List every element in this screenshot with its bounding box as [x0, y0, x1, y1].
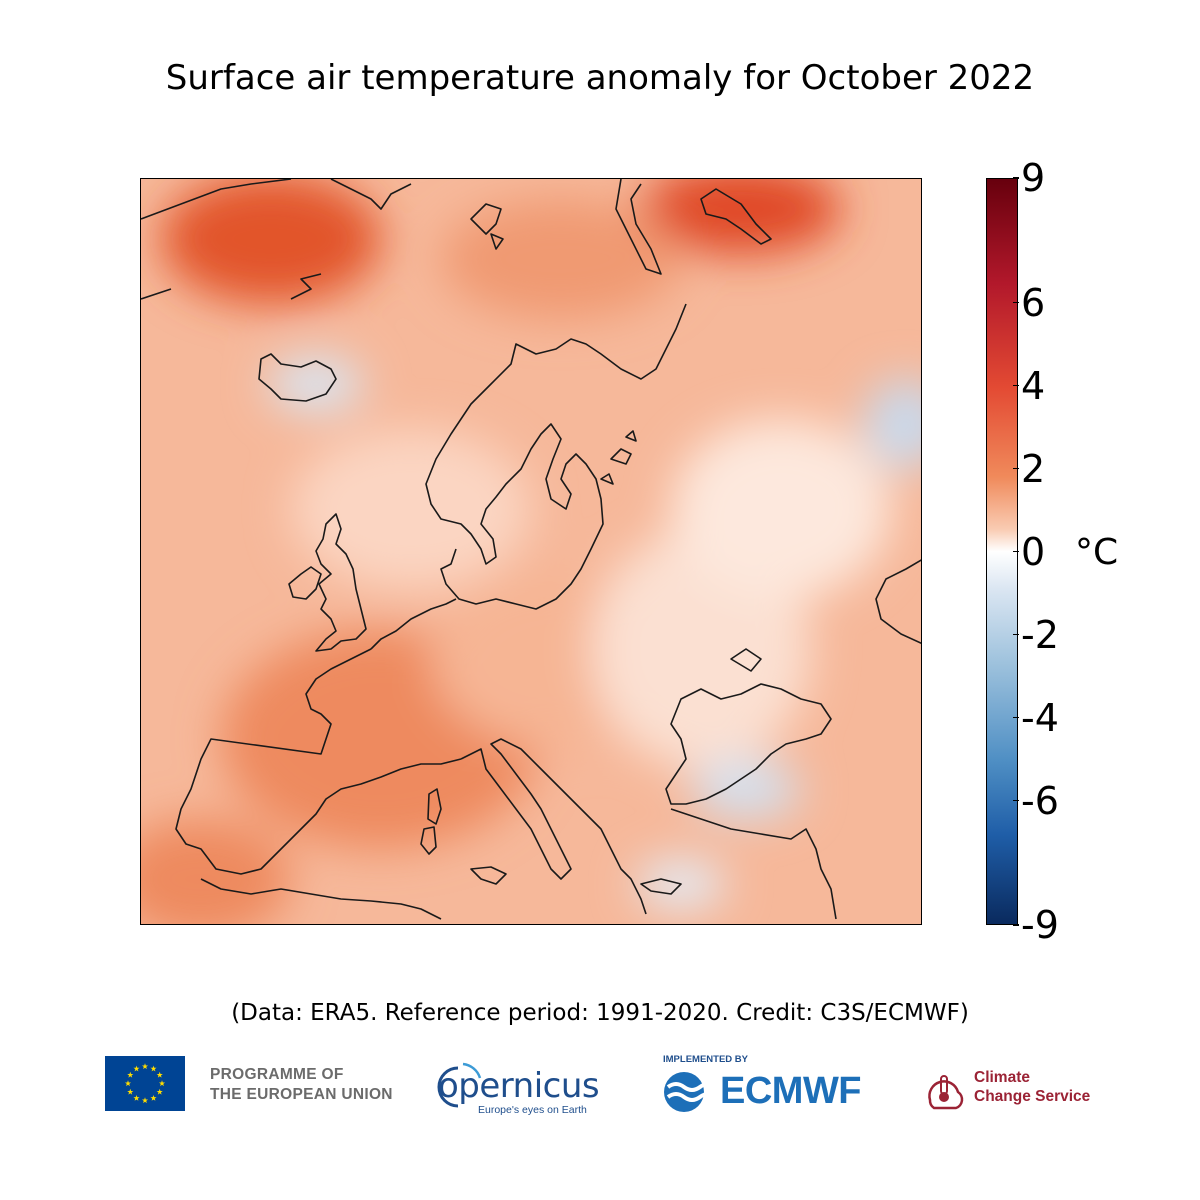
programme-of-eu-text: PROGRAMME OF THE EUROPEAN UNION — [210, 1065, 393, 1105]
colorbar-tick-mark — [1013, 177, 1019, 179]
colorbar-tick-mark — [1013, 384, 1019, 387]
colorbar-tick-mark — [1013, 924, 1019, 926]
colorbar-tick-label: -9 — [1021, 903, 1059, 947]
eu-star-icon — [141, 1097, 149, 1104]
warm-anomaly-iberia-africa — [141, 819, 291, 924]
credit-text: (Data: ERA5. Reference period: 1991-2020… — [231, 1000, 969, 1026]
programme-line-1: PROGRAMME OF — [210, 1066, 344, 1083]
copernicus-swirl-icon — [437, 1062, 482, 1108]
colorbar-tick-label: -2 — [1021, 612, 1059, 657]
implemented-by-label: IMPLEMENTED BY — [663, 1054, 748, 1065]
eu-flag-stars — [124, 1063, 166, 1104]
colorbar-tick-label: 9 — [1021, 156, 1046, 200]
eu-star-icon — [158, 1080, 166, 1087]
eu-star-icon — [150, 1095, 157, 1101]
coastline-black-sea — [665, 683, 832, 805]
anomaly-map-svg — [141, 179, 921, 924]
eu-star-icon — [150, 1065, 157, 1072]
thermometer-cloud-icon — [928, 1075, 964, 1110]
colorbar-tick-label: 6 — [1021, 280, 1046, 325]
coastline-greenland — [141, 179, 412, 300]
colorbar-tick-mark — [1013, 550, 1019, 553]
warm-anomaly-greenland — [161, 179, 381, 304]
warm-anomaly-arctic — [441, 199, 681, 319]
colorbar — [986, 178, 1018, 925]
coastline-iceland — [258, 353, 337, 402]
ecmwf-logo: ECMWF — [662, 1070, 882, 1114]
coastline-sicily — [470, 866, 507, 885]
coastline-caspian-sea — [875, 559, 921, 644]
eu-star-icon — [156, 1071, 163, 1078]
weak-anomaly-norwegian-sea — [291, 429, 531, 589]
cool-anomaly-iceland — [268, 356, 364, 412]
colorbar-unit-label: °C — [1075, 532, 1119, 573]
programme-line-2: THE EUROPEAN UNION — [210, 1086, 393, 1103]
ecmwf-wordmark: ECMWF — [720, 1070, 862, 1112]
coastline-crimea — [730, 648, 762, 672]
anomaly-map — [140, 178, 922, 925]
coastlines — [141, 179, 921, 920]
coastline-svalbard — [470, 203, 504, 250]
eu-star-icon — [124, 1080, 132, 1087]
coastline-great-britain — [315, 513, 367, 652]
coastline-turkey — [670, 808, 837, 920]
colorbar-tick-label: -4 — [1021, 695, 1059, 740]
c3s-logo: Climate Change Service — [920, 1058, 1110, 1118]
cool-anomaly-urals — [864, 379, 921, 469]
colorbar-tick-mark — [1013, 633, 1019, 636]
copernicus-logo: opernicus Europe's eyes on Earth — [428, 1058, 600, 1118]
copernicus-tagline: Europe's eyes on Earth — [478, 1104, 587, 1116]
coastline-novaya-zemlya — [615, 179, 772, 275]
coastline-scandinavia — [425, 303, 687, 610]
colorbar-tick-label: 4 — [1021, 363, 1046, 408]
colorbar-tick-mark — [1013, 799, 1019, 802]
coastline-north-africa — [200, 878, 442, 920]
colorbar-tick-label: 0 — [1021, 529, 1046, 574]
eu-star-icon — [133, 1095, 140, 1101]
colorbar-tick-mark — [1013, 301, 1019, 304]
ecmwf-waves-icon — [664, 1072, 718, 1112]
c3s-wordmark: Climate Change Service — [974, 1068, 1090, 1106]
weak-anomaly-russia — [671, 419, 891, 599]
coastline-corsica-sardinia — [420, 788, 442, 855]
colorbar-tick-label: 2 — [1021, 446, 1046, 491]
colorbar-tick-mark — [1013, 467, 1019, 470]
coastline-western-europe — [175, 598, 462, 875]
cool-anomaly-black-sea — [691, 759, 801, 819]
colorbar-tick-mark — [1013, 716, 1019, 719]
eu-star-icon — [127, 1088, 134, 1095]
eu-star-icon — [127, 1071, 134, 1078]
eu-star-icon — [156, 1088, 163, 1095]
partner-logos: PROGRAMME OF THE EUROPEAN UNION opernicu… — [0, 1052, 1200, 1132]
chart-title: Surface air temperature anomaly for Octo… — [165, 58, 1035, 98]
coastline-italy-balkans — [460, 738, 647, 915]
c3s-line-1: Climate — [974, 1069, 1030, 1086]
coastline-white-sea-islands — [600, 430, 637, 485]
eu-star-icon — [141, 1063, 149, 1070]
eu-flag-icon — [105, 1056, 185, 1111]
eu-star-icon — [133, 1065, 140, 1072]
coastline-ireland — [288, 566, 322, 600]
copernicus-wordmark: opernicus — [438, 1066, 600, 1106]
colorbar-tick-label: -6 — [1021, 778, 1059, 823]
warm-anomaly-barents — [641, 179, 841, 254]
coastline-crete — [640, 878, 682, 895]
anomaly-field — [141, 179, 921, 924]
c3s-line-2: Change Service — [974, 1088, 1091, 1105]
